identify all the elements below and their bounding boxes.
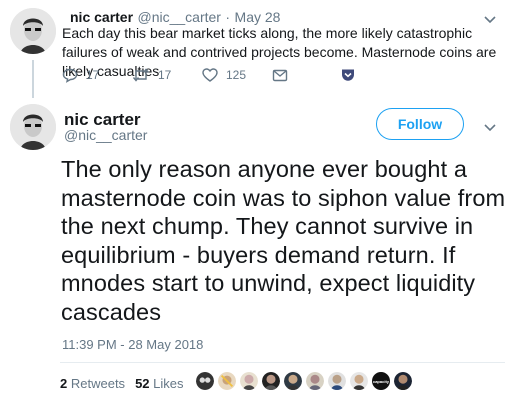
parent-tweet-actions: 17 17 125	[62, 67, 362, 87]
like-action[interactable]: 125	[202, 67, 246, 83]
liker-avatar[interactable]	[239, 371, 259, 391]
envelope-icon	[272, 69, 288, 82]
tweet-timestamp[interactable]: 11:39 PM - 28 May 2018	[62, 337, 204, 352]
heart-icon	[202, 68, 218, 82]
direct-message-action[interactable]	[272, 67, 288, 83]
liker-avatar[interactable]	[195, 371, 215, 391]
main-tweet-text: The only reason anyone ever bought a mas…	[61, 156, 506, 325]
pocket-save-icon[interactable]	[340, 67, 356, 88]
retweet-icon	[132, 68, 150, 82]
retweets-stat[interactable]: 2 Retweets	[60, 376, 125, 391]
parent-author-name[interactable]: nic carter	[70, 9, 134, 25]
reply-count: 17	[86, 68, 100, 82]
liker-avatar[interactable]	[261, 371, 281, 391]
main-author-avatar[interactable]	[10, 104, 56, 150]
liker-avatar[interactable]	[283, 371, 303, 391]
reply-action[interactable]: 17	[62, 67, 99, 83]
header-separator: ·	[225, 9, 231, 25]
follow-button[interactable]: Follow	[376, 108, 464, 140]
engagement-stats: 2 Retweets 52 Likes	[60, 376, 184, 391]
main-author-name[interactable]: nic carter	[64, 110, 141, 129]
thread-connector-line	[32, 60, 34, 98]
likes-count: 52	[135, 376, 150, 391]
retweets-count: 2	[60, 376, 68, 391]
liker-avatar[interactable]	[217, 371, 237, 391]
parent-more-chevron-icon[interactable]	[484, 11, 496, 29]
likers-avatars: capacity	[195, 371, 420, 393]
likes-label: Likes	[153, 376, 184, 391]
parent-tweet-text: Each day this bear market ticks along, t…	[62, 25, 497, 79]
liker-avatar[interactable]	[305, 371, 325, 391]
liker-avatar[interactable]	[349, 371, 369, 391]
parent-tweet-date[interactable]: May 28	[234, 9, 281, 25]
liker-avatar[interactable]	[327, 371, 347, 391]
like-count: 125	[226, 68, 247, 82]
reply-icon	[62, 68, 78, 83]
parent-tweet-header: nic carter @nic__carter · May 28	[70, 9, 280, 27]
main-more-chevron-icon[interactable]	[484, 119, 496, 137]
liker-avatar-capacity[interactable]: capacity	[371, 371, 391, 391]
parent-author-handle[interactable]: @nic__carter	[137, 9, 221, 25]
retweet-action[interactable]: 17	[132, 67, 171, 83]
retweet-count: 17	[158, 68, 172, 82]
capacity-badge-text: capacity	[372, 378, 389, 384]
main-author-handle[interactable]: @nic__carter	[64, 127, 148, 143]
likes-stat[interactable]: 52 Likes	[135, 376, 183, 391]
parent-author-avatar[interactable]	[10, 8, 56, 54]
liker-avatar[interactable]	[393, 371, 413, 391]
retweets-label: Retweets	[70, 376, 126, 391]
stats-divider	[60, 362, 505, 363]
